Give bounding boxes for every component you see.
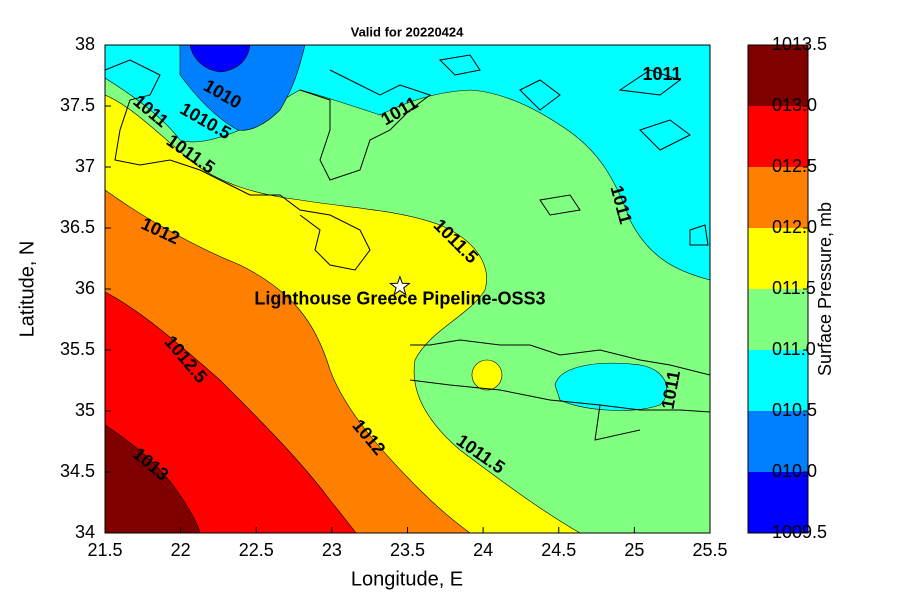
x-tick-label: 23 bbox=[322, 540, 342, 560]
x-tick-label: 25 bbox=[624, 540, 644, 560]
y-axis-label: Latitude, N bbox=[16, 241, 38, 338]
station-marker bbox=[388, 275, 411, 296]
y-tick-label: 36 bbox=[75, 278, 95, 298]
coastline bbox=[409, 339, 710, 441]
colorbar-tick-label: 010.0 bbox=[772, 461, 817, 481]
pressure-band bbox=[105, 424, 201, 533]
colorbar-tick-label: 010.5 bbox=[772, 400, 817, 420]
y-tick-label: 34.5 bbox=[60, 461, 95, 481]
pressure-band bbox=[554, 362, 668, 411]
colorbar-tick-label: 013.0 bbox=[772, 95, 817, 115]
coastline bbox=[438, 54, 709, 246]
y-tick-label: 36.5 bbox=[60, 217, 95, 237]
colorbar-segment bbox=[748, 167, 808, 228]
pressure-band bbox=[105, 291, 357, 533]
x-tick-label: 24 bbox=[473, 540, 493, 560]
chart-title: Valid for 20220424 bbox=[351, 24, 465, 39]
coastline bbox=[105, 59, 371, 271]
colorbar-tick-label: 011.0 bbox=[772, 339, 816, 359]
colorbar-tick-label: 1009.5 bbox=[772, 522, 827, 542]
pressure-band bbox=[471, 359, 503, 391]
colorbar-tick-label: 012.0 bbox=[772, 217, 817, 237]
colorbar-segment bbox=[748, 45, 808, 106]
colorbar-segment bbox=[748, 228, 808, 289]
colorbar-label: Surface Pressure, mb bbox=[815, 202, 835, 376]
colorbar-segment bbox=[748, 106, 808, 167]
colorbar-segment bbox=[748, 472, 808, 533]
x-axis-label: Longitude, E bbox=[351, 568, 463, 590]
colorbar-segment bbox=[748, 350, 808, 411]
x-tick-label: 21.5 bbox=[87, 540, 122, 560]
x-tick-label: 23.5 bbox=[390, 540, 425, 560]
coastlines bbox=[105, 54, 710, 441]
colorbar-segment bbox=[748, 289, 808, 350]
pressure-band bbox=[189, 45, 251, 73]
coastline bbox=[299, 69, 432, 181]
colorbar-segment bbox=[748, 411, 808, 472]
y-tick-label: 37 bbox=[75, 156, 95, 176]
y-tick-label: 37.5 bbox=[60, 95, 95, 115]
colorbar-tick-label: 1013.5 bbox=[772, 34, 827, 54]
x-tick-label: 25.5 bbox=[692, 540, 727, 560]
y-tick-label: 35.5 bbox=[60, 339, 95, 359]
y-tick-label: 35 bbox=[75, 400, 95, 420]
x-tick-label: 22.5 bbox=[239, 540, 274, 560]
x-tick-label: 22 bbox=[171, 540, 191, 560]
colorbar-tick-label: 011.5 bbox=[772, 278, 816, 298]
station-label: Lighthouse Greece Pipeline-OSS3 bbox=[254, 288, 545, 308]
y-tick-label: 34 bbox=[75, 522, 95, 542]
colorbar-tick-label: 012.5 bbox=[772, 156, 817, 176]
y-tick-label: 38 bbox=[75, 34, 95, 54]
contour-fill bbox=[105, 45, 710, 533]
x-tick-label: 24.5 bbox=[541, 540, 576, 560]
contour-label: 1011 bbox=[642, 64, 681, 84]
